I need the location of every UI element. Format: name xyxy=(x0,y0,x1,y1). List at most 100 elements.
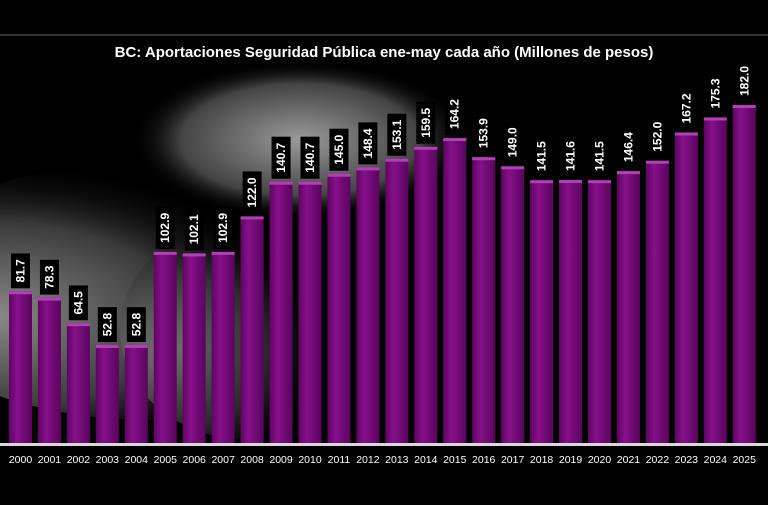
x-tick-2022: 2022 xyxy=(646,454,670,466)
data-label-box-2003 xyxy=(97,307,117,342)
data-label-2020: 141.5 xyxy=(593,141,607,171)
data-label-box-2017 xyxy=(503,121,523,164)
data-label-box-2024 xyxy=(705,72,725,115)
x-tick-2010: 2010 xyxy=(298,454,322,466)
bar-2005 xyxy=(153,251,177,443)
x-tick-2005: 2005 xyxy=(154,454,178,466)
data-label-2009: 140.7 xyxy=(274,142,288,172)
data-label-2000: 81.7 xyxy=(14,259,28,283)
bar-2009 xyxy=(269,181,293,443)
bar-top-2001 xyxy=(37,297,61,301)
bar-top-2018 xyxy=(530,180,554,184)
data-label-2012: 148.4 xyxy=(361,128,375,158)
bar-2024 xyxy=(703,117,727,443)
data-label-box-2018 xyxy=(532,135,552,178)
x-tick-2007: 2007 xyxy=(211,454,235,466)
bar-top-2004 xyxy=(124,344,148,348)
data-label-2007: 102.9 xyxy=(216,213,230,243)
data-label-box-2011 xyxy=(329,128,349,171)
bar-top-2023 xyxy=(674,132,698,136)
chart-title: BC: Aportaciones Seguridad Pública ene-m… xyxy=(115,44,654,61)
x-tick-2003: 2003 xyxy=(96,454,120,466)
data-label-2008: 122.0 xyxy=(245,177,259,207)
data-label-box-2022 xyxy=(647,115,667,158)
bar-top-2008 xyxy=(240,216,264,220)
x-tick-2013: 2013 xyxy=(385,454,409,466)
data-label-box-2021 xyxy=(618,126,638,169)
data-label-box-2001 xyxy=(39,259,59,295)
bar-top-2016 xyxy=(472,157,496,161)
data-label-2001: 78.3 xyxy=(42,265,56,289)
x-tick-2018: 2018 xyxy=(530,454,554,466)
x-tick-2009: 2009 xyxy=(269,454,293,466)
bar-2020 xyxy=(588,180,611,443)
bar-2011 xyxy=(327,173,351,443)
data-label-box-2005 xyxy=(155,206,175,249)
data-label-box-2004 xyxy=(126,307,146,342)
x-tick-2006: 2006 xyxy=(183,454,207,466)
x-tick-2000: 2000 xyxy=(9,454,33,466)
bar-2012 xyxy=(356,167,380,443)
bar-top-2013 xyxy=(385,158,409,162)
data-label-box-2002 xyxy=(68,285,88,321)
data-label-box-2020 xyxy=(590,135,609,178)
data-label-2010: 140.7 xyxy=(303,142,317,172)
data-label-2018: 141.5 xyxy=(535,141,549,171)
data-label-box-2025 xyxy=(734,60,754,102)
bar-top-2002 xyxy=(66,323,90,327)
data-label-2025: 182.0 xyxy=(737,66,751,96)
x-tick-2023: 2023 xyxy=(675,454,699,466)
data-label-2011: 145.0 xyxy=(332,134,346,164)
bar-top-2005 xyxy=(153,251,177,255)
bar-2014 xyxy=(414,146,438,444)
bar-2002 xyxy=(66,323,90,443)
bar-top-2017 xyxy=(501,166,525,170)
x-tick-2004: 2004 xyxy=(125,454,149,466)
x-tick-2019: 2019 xyxy=(559,454,583,466)
bar-2025 xyxy=(732,105,756,443)
data-label-2013: 153.1 xyxy=(390,119,404,149)
data-label-box-2019 xyxy=(561,135,581,178)
x-tick-2024: 2024 xyxy=(704,454,728,466)
bar-top-2021 xyxy=(616,171,640,175)
bar-2001 xyxy=(37,297,61,443)
data-label-box-2013 xyxy=(387,113,407,156)
bar-2019 xyxy=(559,180,583,443)
data-label-2003: 52.8 xyxy=(100,313,114,337)
bar-top-2014 xyxy=(414,146,438,150)
x-tick-2020: 2020 xyxy=(588,454,612,466)
bar-top-2012 xyxy=(356,167,380,171)
data-label-box-2007 xyxy=(213,206,233,249)
bar-2016 xyxy=(472,157,496,443)
bar-2007 xyxy=(211,251,235,443)
data-label-2017: 149.0 xyxy=(506,127,520,157)
data-label-box-2010 xyxy=(300,136,320,179)
data-label-2004: 52.8 xyxy=(129,313,143,337)
data-label-box-2015 xyxy=(445,93,465,136)
bar-2021 xyxy=(616,171,640,443)
bar-top-2024 xyxy=(703,117,727,121)
data-label-2019: 141.6 xyxy=(564,141,578,171)
x-tick-2008: 2008 xyxy=(240,454,264,466)
data-label-box-2016 xyxy=(474,112,494,155)
data-label-box-2008 xyxy=(242,171,262,214)
x-tick-2014: 2014 xyxy=(414,454,438,466)
bar-2010 xyxy=(298,181,322,443)
bar-2006 xyxy=(182,253,206,443)
bar-2013 xyxy=(385,158,409,443)
data-label-2014: 159.5 xyxy=(419,107,433,137)
bar-2000 xyxy=(9,291,32,443)
data-label-2002: 64.5 xyxy=(71,291,85,315)
data-label-box-2000 xyxy=(11,253,30,289)
bar-2017 xyxy=(501,166,525,444)
x-tick-2021: 2021 xyxy=(617,454,641,466)
bar-top-2000 xyxy=(9,291,32,295)
data-label-box-2006 xyxy=(184,208,204,251)
bar-2003 xyxy=(95,344,119,443)
bar-top-2006 xyxy=(182,253,206,257)
bar-top-2010 xyxy=(298,181,322,185)
bar-2023 xyxy=(674,132,698,443)
x-tick-2016: 2016 xyxy=(472,454,496,466)
